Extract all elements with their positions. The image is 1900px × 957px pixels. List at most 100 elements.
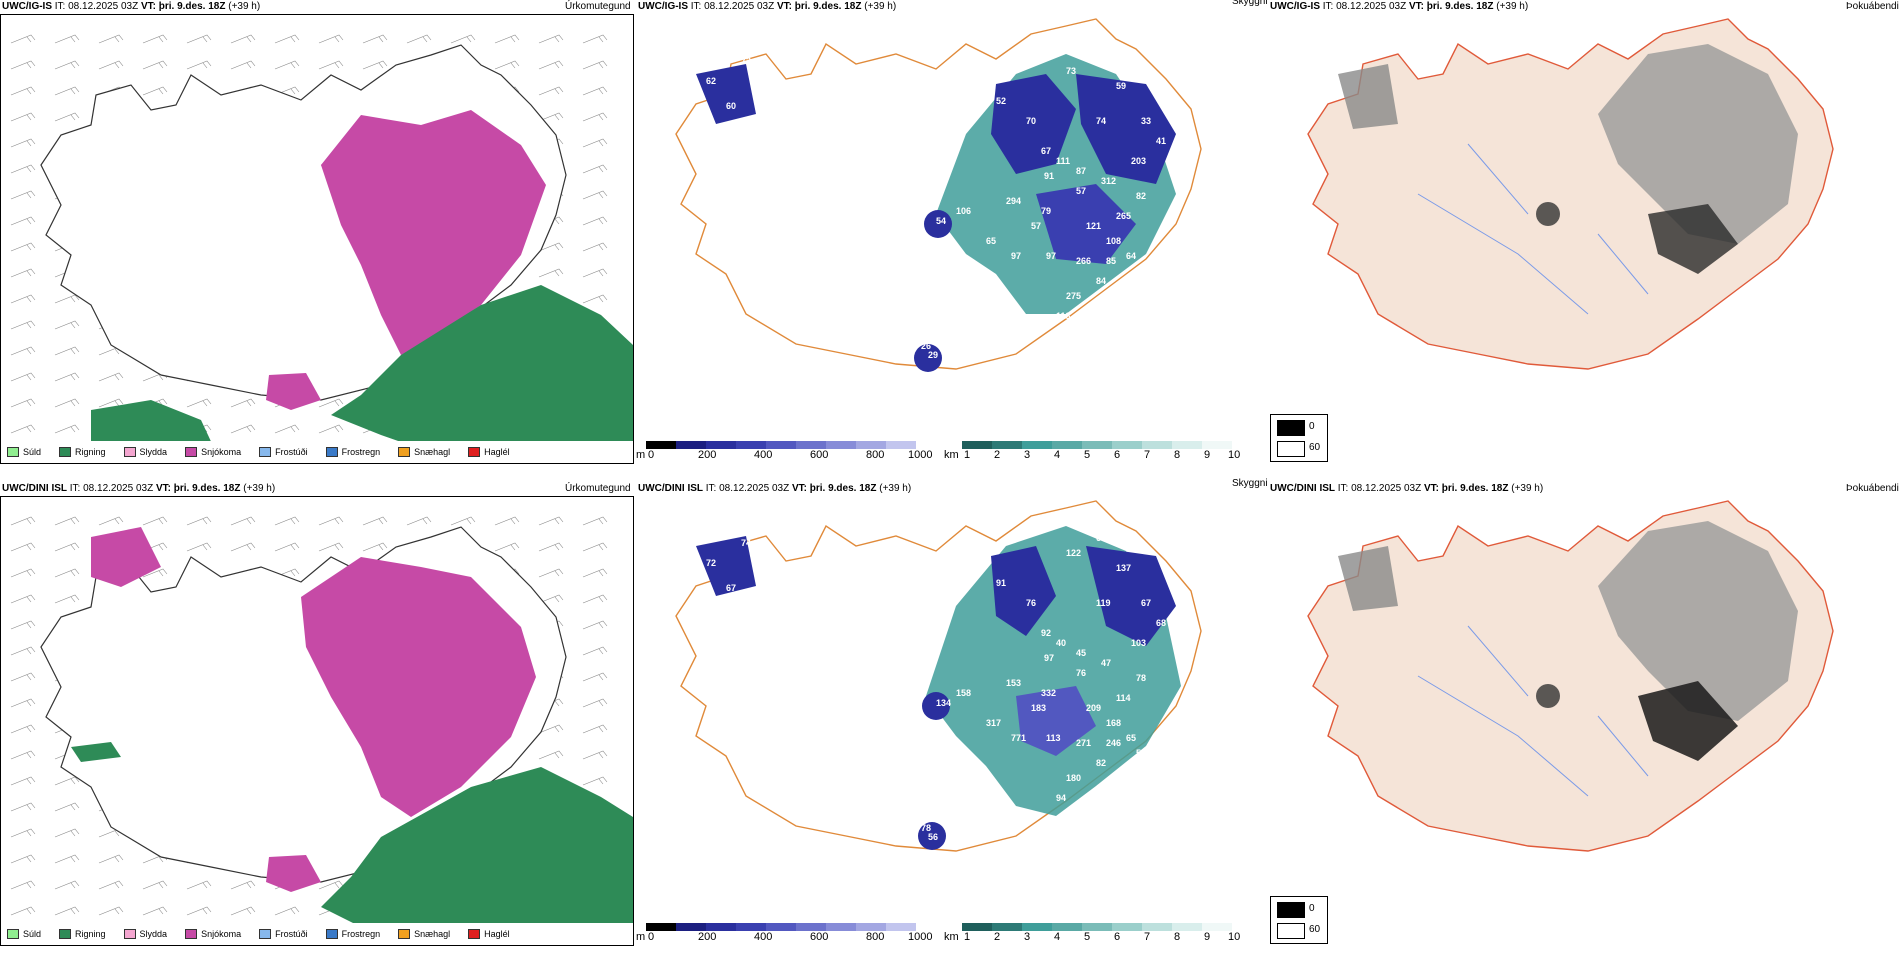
peak-value-label: 84 — [1096, 276, 1106, 286]
ceiling-tick: 1000 — [908, 931, 933, 943]
right-panel-header: UWC/DINI ISL IT: 08.12.2025 03Z VT: þri.… — [1270, 482, 1543, 496]
visibility-tick: 4 — [1054, 449, 1061, 461]
vt-label: VT: — [155, 483, 171, 494]
peak-value-label: 91 — [1044, 171, 1054, 181]
wind-barb — [494, 516, 520, 526]
peak-value-label: 82 — [1096, 758, 1106, 768]
ceiling-spot — [914, 344, 942, 372]
wind-barb — [54, 34, 80, 44]
model-name: UWC/IG-IS — [638, 1, 688, 12]
fog-legend-swatch-dark — [1277, 420, 1305, 436]
wind-barb — [54, 320, 80, 330]
wind-barb — [318, 424, 344, 434]
wind-barb — [10, 372, 36, 382]
peak-value-label: 771 — [1011, 733, 1026, 743]
valid-time: þri. 9.des. 18Z — [1426, 1, 1494, 12]
wind-barb — [274, 906, 300, 916]
peak-value-label: 40 — [1056, 638, 1066, 648]
wind-barb — [230, 906, 256, 916]
wind-barb — [582, 542, 608, 552]
model-name: UWC/DINI ISL — [1270, 483, 1335, 494]
wind-barb — [98, 906, 124, 916]
forecast-row-dini: UWC/DINI ISL IT: 08.12.2025 03Z VT: þri.… — [0, 478, 1900, 957]
wind-barb — [10, 854, 36, 864]
peak-value-label: 108 — [1106, 236, 1121, 246]
wind-barb — [538, 268, 564, 278]
wind-barb — [230, 424, 256, 434]
fog-dark-area — [1638, 681, 1738, 761]
peak-value-label: 60 — [726, 101, 736, 111]
wind-barb — [538, 516, 564, 526]
wind-barb — [10, 880, 36, 890]
visibility-tick: 6 — [1114, 931, 1121, 943]
wind-barb — [582, 190, 608, 200]
fog-legend: 0 60 — [1270, 896, 1328, 944]
precip-legend: Súld Rigning Slydda Snjókoma Frostúði Fr… — [1, 441, 633, 463]
wind-barb — [10, 802, 36, 812]
run-time: IT: 08.12.2025 03Z — [690, 1, 775, 12]
peak-value-label: 106 — [956, 206, 971, 216]
peak-value-label: 56 — [928, 832, 938, 842]
wind-barb — [582, 86, 608, 96]
visibility-tick: 6 — [1114, 449, 1121, 461]
peak-value-label: 158 — [956, 688, 971, 698]
legend-swatch — [7, 929, 19, 939]
wind-barb — [54, 60, 80, 70]
vt-label: VT: — [791, 483, 807, 494]
ceiling-blue-area-4 — [696, 64, 756, 124]
legend-swatch — [468, 447, 481, 457]
peak-value-label: 54 — [936, 216, 946, 226]
fog-legend-label: 60 — [1309, 924, 1321, 935]
peak-value-label: 103 — [1131, 638, 1146, 648]
peak-value-label: 114 — [1116, 693, 1131, 703]
peak-value-label: 74 — [741, 538, 751, 548]
wind-barb — [538, 86, 564, 96]
ceiling-tick: 1000 — [908, 449, 933, 461]
peak-value-label: 33 — [1141, 116, 1151, 126]
wind-barb — [10, 568, 36, 578]
legend-item-sld: Súld — [7, 929, 41, 939]
left-panel-header: UWC/IG-IS IT: 08.12.2025 03Z VT: þri. 9.… — [2, 0, 260, 14]
peak-value-label: 59 — [1116, 81, 1126, 91]
wind-barb — [10, 320, 36, 330]
wind-barb — [538, 242, 564, 252]
wind-barb — [142, 906, 168, 916]
wind-barb — [10, 164, 36, 174]
wind-barb — [538, 750, 564, 760]
peak-value-label: 79 — [1041, 206, 1051, 216]
legend-swatch — [123, 929, 136, 939]
lead-time: (+39 h) — [1511, 483, 1544, 494]
mid-panel-header: UWC/DINI ISL IT: 08.12.2025 03Z VT: þri.… — [638, 482, 911, 496]
fog-legend-swatch-light — [1277, 441, 1305, 457]
left-panel-title: Úrkomutegund — [565, 1, 631, 12]
visibility-tick: 1 — [964, 449, 971, 461]
wind-barb — [582, 138, 608, 148]
run-time: IT: 08.12.2025 03Z — [54, 1, 139, 12]
ceiling-colorbar-ramp — [646, 923, 916, 931]
legend-item-rigning: Rigning — [59, 929, 106, 939]
run-time: IT: 08.12.2025 03Z — [705, 483, 790, 494]
ceiling-tick: 800 — [866, 931, 885, 943]
fog-svg — [1307, 500, 1834, 852]
peak-value-label: 70 — [1026, 116, 1036, 126]
legend-item-slydda: Slydda — [123, 929, 167, 939]
wind-barb — [54, 880, 80, 890]
wind-barb — [10, 190, 36, 200]
peak-value-label: 29 — [928, 350, 938, 360]
right-panel-title: Þokuábendi — [1846, 483, 1899, 494]
wind-barb — [582, 646, 608, 656]
legend-item-frostregn: Frostregn — [325, 929, 380, 939]
peak-labels: 72 74 67 91 76 92 97 122 60 137 119 67 68 40 45 47 103 78… — [706, 533, 1166, 842]
wind-barb — [186, 60, 212, 70]
fog-legend: 0 60 — [1270, 414, 1328, 462]
peak-value-label: 65 — [1126, 733, 1136, 743]
wind-barb — [142, 86, 168, 96]
mixed-area — [266, 855, 321, 892]
vt-label: VT: — [776, 1, 792, 12]
ceiling-blue-area-4 — [696, 536, 756, 596]
visibility-tick: 5 — [1084, 931, 1091, 943]
ceiling-blue-area-1 — [991, 74, 1076, 174]
peak-value-label: 60 — [1096, 533, 1106, 543]
wind-barb — [142, 516, 168, 526]
ceiling-tick: 800 — [866, 449, 885, 461]
